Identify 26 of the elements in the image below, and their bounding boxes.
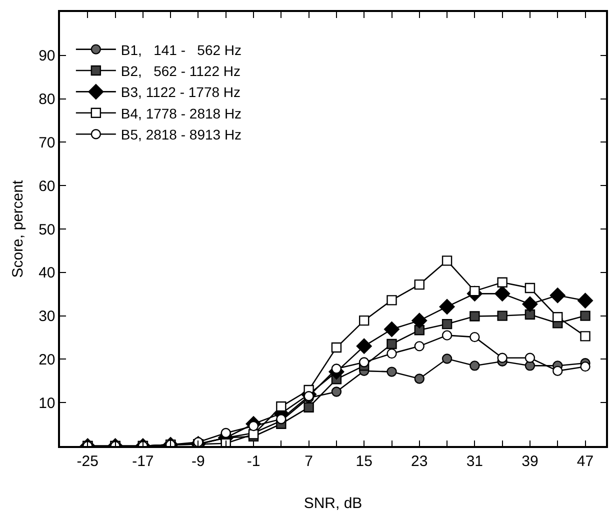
y-tick-label: 20 [38, 351, 56, 368]
x-tick-label: 23 [411, 452, 428, 470]
x-tick-label: 39 [522, 452, 538, 470]
x-tick-label: 31 [466, 452, 484, 470]
y-tick-label: 70 [38, 134, 56, 152]
legend-label: B2, 562 - 1122 Hz [120, 62, 241, 79]
y-tick-label: 90 [38, 48, 56, 65]
x-axis-title: SNR, dB [304, 495, 362, 512]
y-tick-label: 50 [38, 221, 56, 238]
x-tick-label: 7 [304, 452, 313, 470]
y-tick-label: 40 [38, 264, 56, 282]
x-tick-label: -17 [132, 452, 154, 470]
legend-label: B1, 141 - 562 Hz [120, 42, 242, 58]
y-tick-label: 10 [38, 394, 56, 412]
y-tick-label: 80 [38, 91, 56, 108]
legend-label: B4, 1778 - 2818 Hz [120, 105, 242, 122]
legend-label: B5, 2818 - 8913 Hz [120, 126, 242, 143]
y-tick-label: 30 [38, 308, 56, 326]
x-tick-label: -1 [246, 452, 260, 470]
y-tick-label: 60 [38, 178, 56, 195]
x-tick-label: -25 [76, 452, 98, 470]
x-tick-label: 15 [356, 452, 372, 470]
x-tick-label: 47 [576, 452, 594, 470]
x-tick-label: -9 [192, 452, 205, 470]
y-axis-title: Score, percent [9, 179, 26, 278]
legend-label: B3, 1122 - 1778 Hz [120, 84, 241, 100]
